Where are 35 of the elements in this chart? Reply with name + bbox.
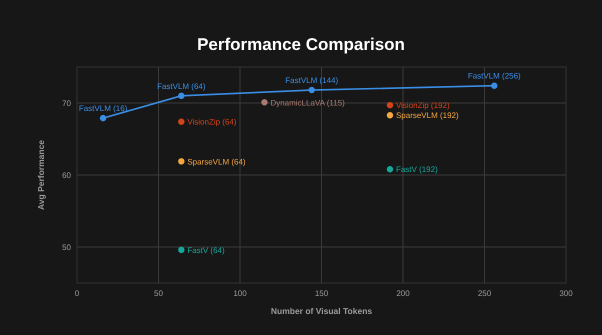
point [178,246,185,254]
point [178,118,185,125]
y-tick-label: 70 [62,99,72,108]
annotation: FastV (64) [187,246,225,255]
x-tick-label: 50 [154,289,164,298]
annotation: DynamicLLaVA (115) [270,98,346,108]
x-tick-label: 300 [559,289,574,298]
point [178,92,185,99]
x-tick-label: 250 [478,289,492,298]
annotation: VisionZip (192) [396,101,450,110]
y-axis-title: Avg Performance [36,140,46,210]
point [100,114,106,122]
point [386,102,394,108]
x-tick-label: 100 [233,289,248,298]
annotation: FastVLM (144) [285,76,339,86]
point [386,112,394,118]
annotation: SparseVLM (64) [187,157,246,166]
annotation: VisionZip (64) [187,118,237,127]
point [178,158,185,165]
y-tick-label: 60 [62,171,72,180]
annotation: FastV (192) [396,165,438,174]
point [491,82,498,89]
x-tick-label: 0 [74,289,80,298]
x-axis-title: Number of Visual Tokens [270,306,372,316]
annotation: FastVLM (64) [157,82,206,91]
point [386,166,394,172]
x-tick-label: 150 [314,289,329,298]
y-tick-label: 50 [62,243,72,252]
point [261,99,268,106]
annotation: SparseVLM (192) [396,111,459,120]
chart-title: Performance Comparison [197,35,405,54]
annotation: FastVLM (16) [78,104,128,114]
annotation: FastVLM (256) [468,72,522,81]
x-tick-label: 200 [396,289,410,298]
point [308,86,315,94]
